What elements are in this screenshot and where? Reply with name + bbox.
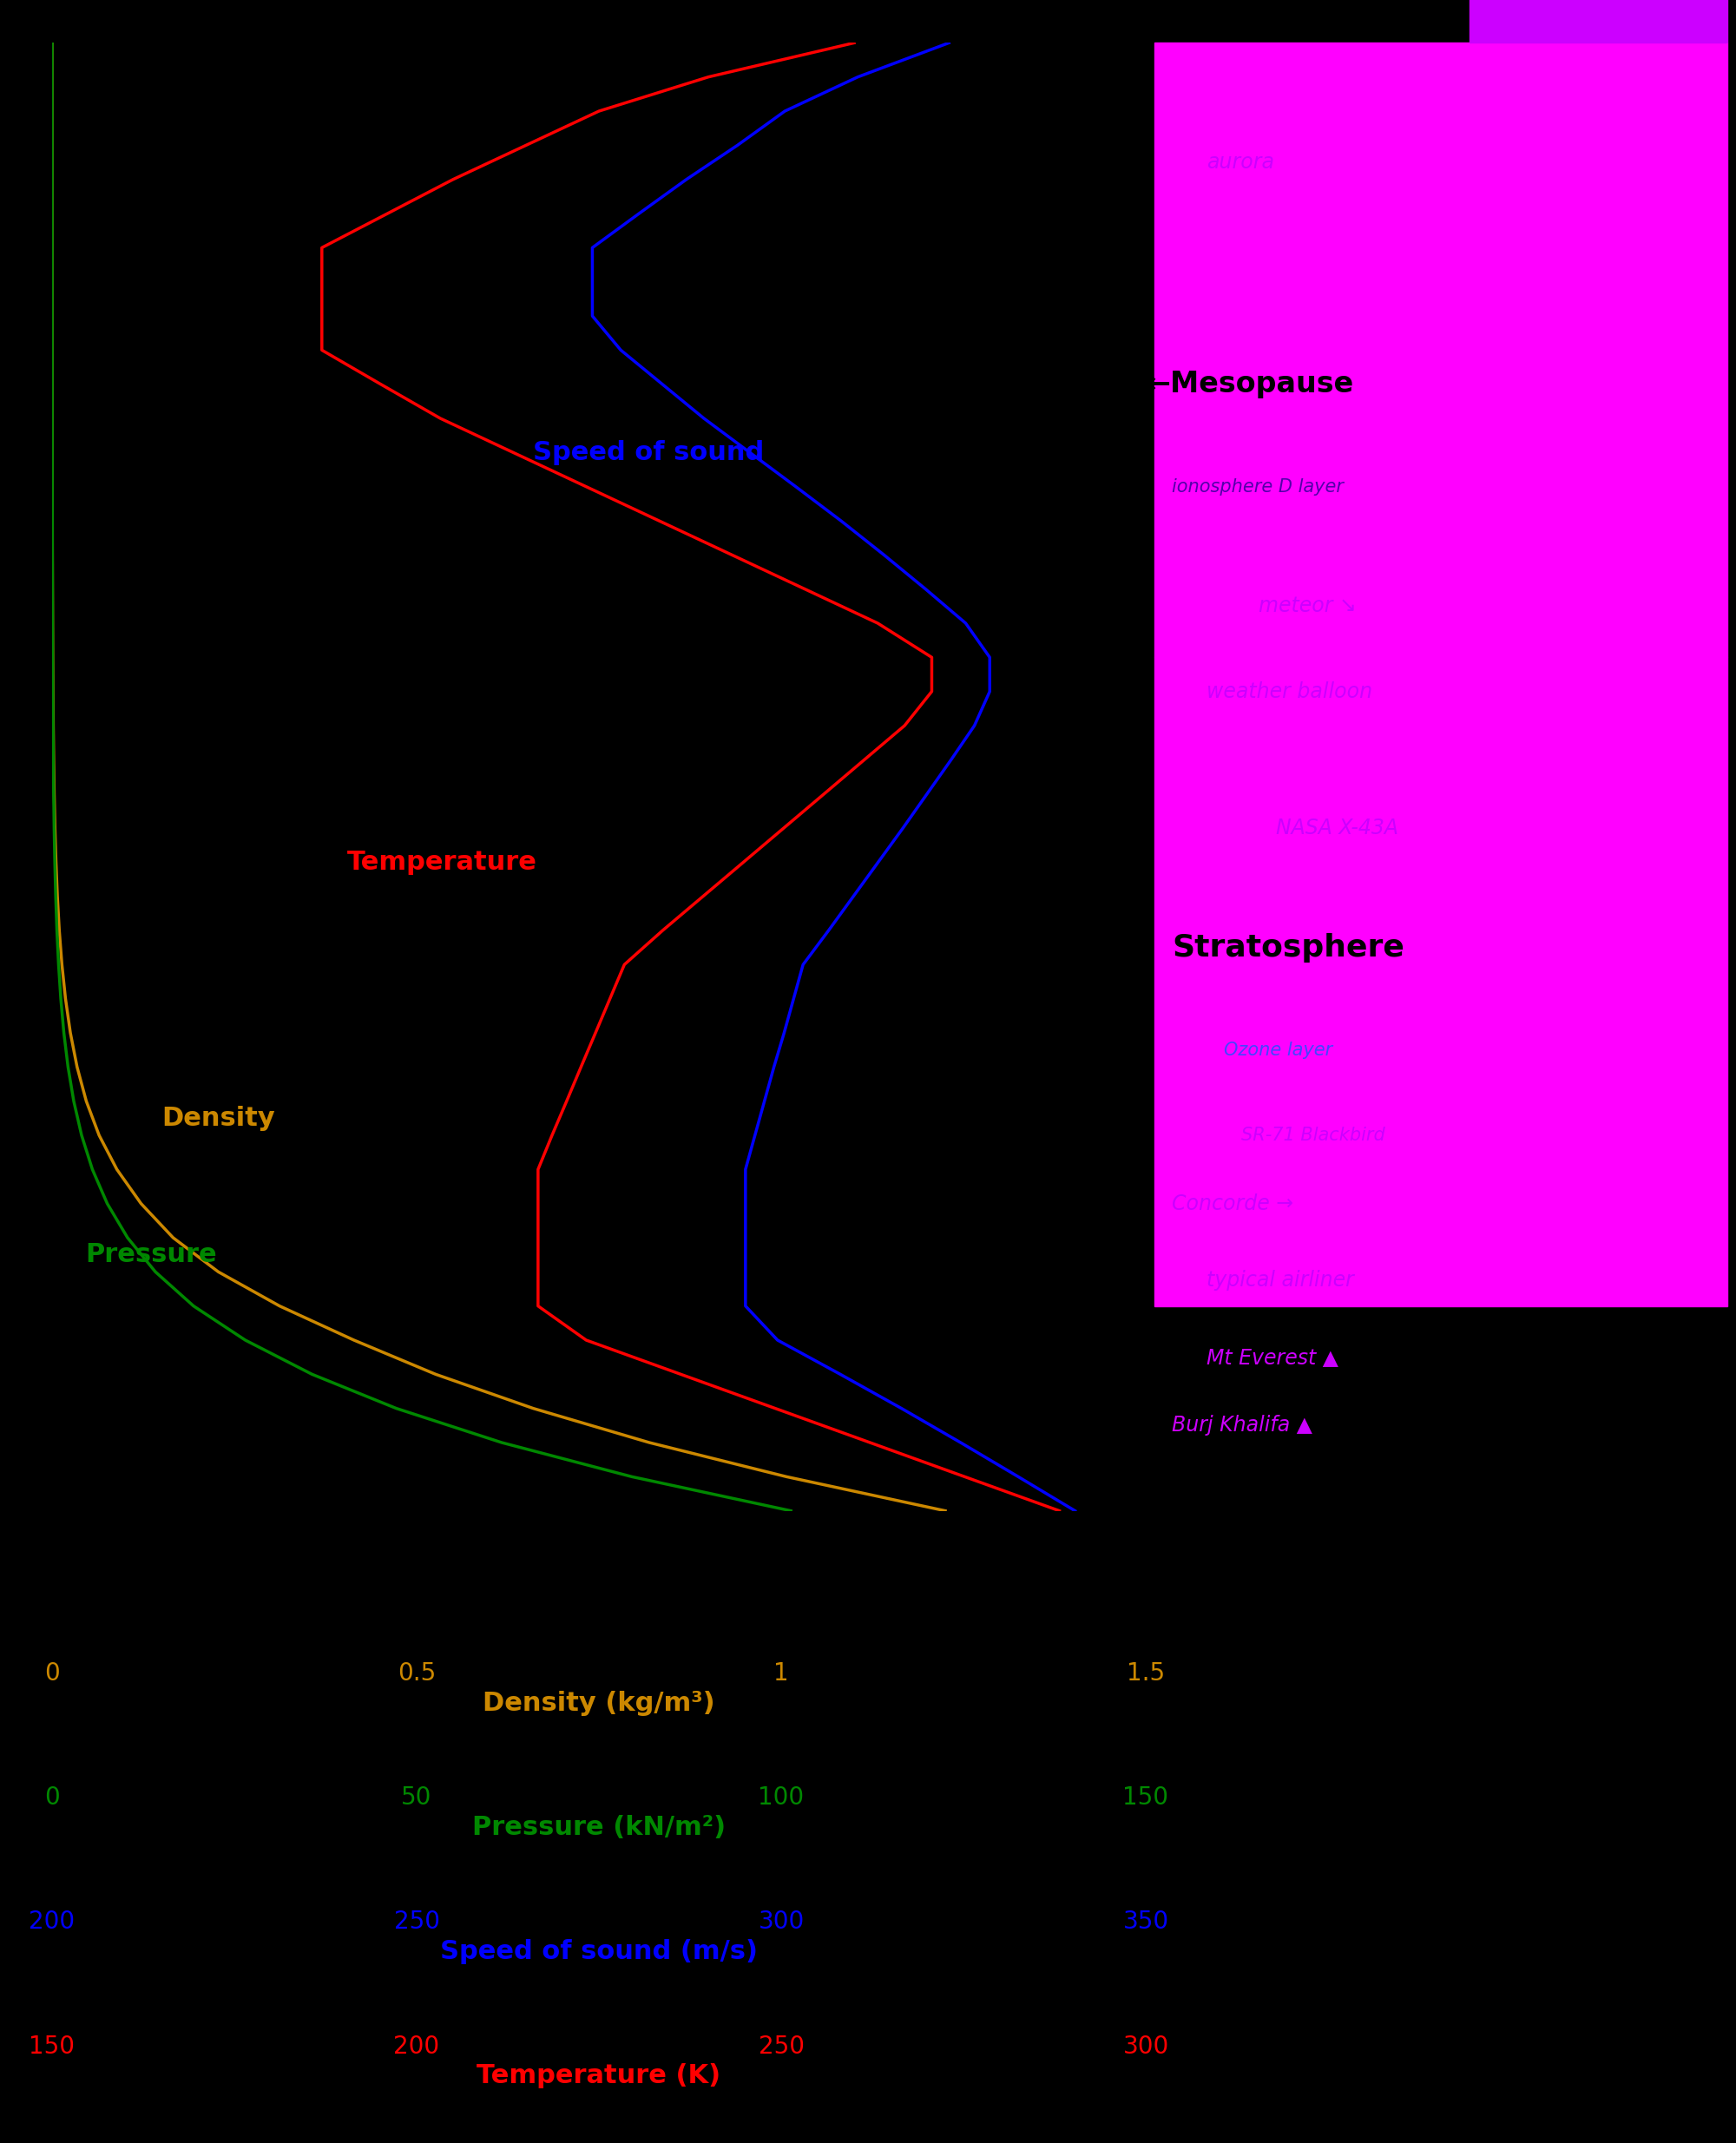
- Text: Mt Everest ▲: Mt Everest ▲: [1207, 1346, 1338, 1367]
- Text: ionosphere D layer: ionosphere D layer: [1172, 478, 1344, 495]
- Text: Ozone layer: Ozone layer: [1224, 1041, 1333, 1059]
- Text: ←Mesopause: ←Mesopause: [1146, 371, 1354, 399]
- Text: meteor ↘: meteor ↘: [1259, 596, 1356, 617]
- Text: Density: Density: [161, 1106, 274, 1132]
- Text: Concorde →: Concorde →: [1172, 1194, 1293, 1213]
- Text: Stratosphere: Stratosphere: [1172, 932, 1404, 962]
- Text: typical airliner: typical airliner: [1207, 1271, 1354, 1290]
- Text: Pressure: Pressure: [85, 1243, 217, 1267]
- X-axis label: Pressure (kN/m²): Pressure (kN/m²): [472, 1815, 726, 1841]
- X-axis label: Temperature (K): Temperature (K): [477, 2064, 720, 2089]
- Text: Burj Khalifa ▲: Burj Khalifa ▲: [1172, 1414, 1312, 1436]
- X-axis label: Density (kg/m³): Density (kg/m³): [483, 1691, 715, 1717]
- Text: Temperature: Temperature: [347, 849, 538, 874]
- Text: SR-71 Blackbird: SR-71 Blackbird: [1241, 1127, 1385, 1144]
- X-axis label: Speed of sound (m/s): Speed of sound (m/s): [441, 1939, 757, 1965]
- Text: weather balloon: weather balloon: [1207, 681, 1373, 703]
- Text: Speed of sound: Speed of sound: [533, 439, 764, 465]
- Text: NASA X-43A: NASA X-43A: [1276, 819, 1399, 838]
- Text: re: re: [1479, 19, 1503, 45]
- Text: aurora: aurora: [1207, 152, 1274, 174]
